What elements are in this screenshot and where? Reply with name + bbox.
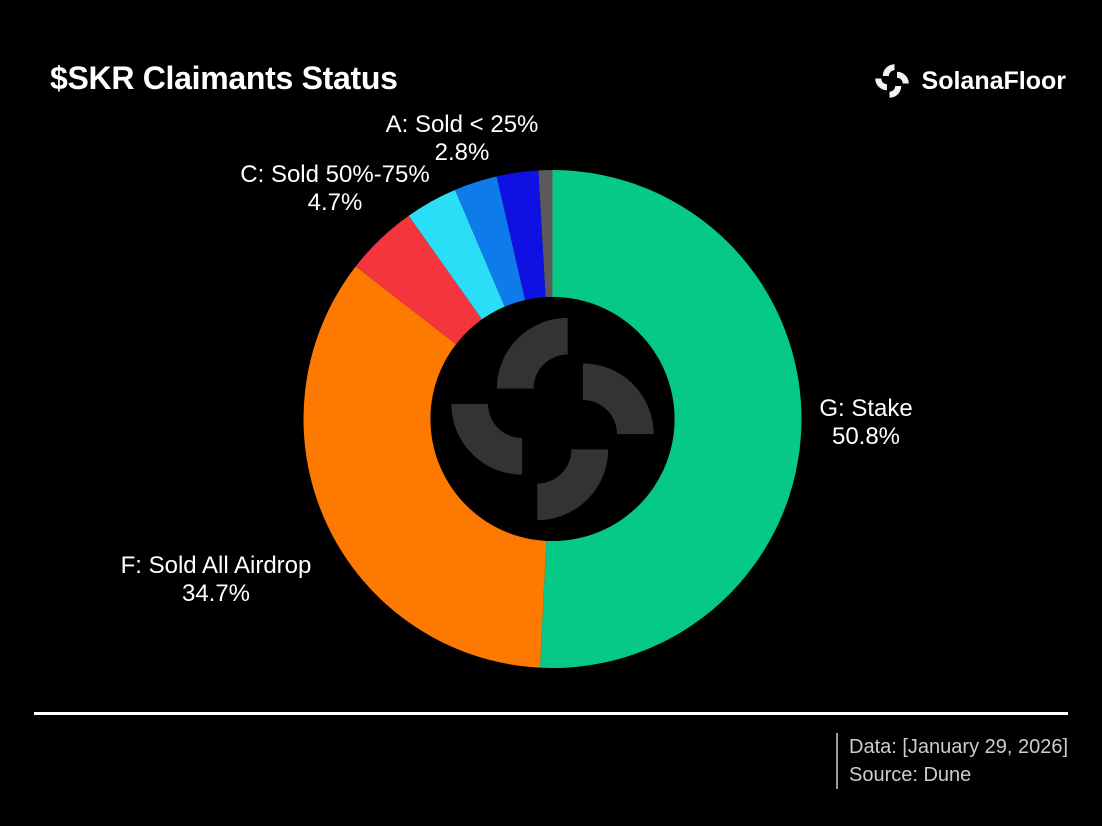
brand-name: SolanaFloor xyxy=(921,66,1066,95)
label-stake: G: Stake 50.8% xyxy=(726,395,1006,451)
donut-wedges xyxy=(303,170,802,669)
footer-data-line: Data: [January 29, 2026] xyxy=(849,736,1069,758)
pie-segment xyxy=(496,170,546,301)
footer-accent-bar xyxy=(836,733,838,789)
footer: Data: [January 29, 2026] Source: Dune xyxy=(836,733,1068,789)
brand-logo: SolanaFloor xyxy=(871,60,1066,102)
label-sold-lt-25-text: A: Sold < 25% xyxy=(385,111,539,138)
footer-divider xyxy=(34,712,1068,715)
label-stake-text: G: Stake xyxy=(819,395,913,422)
pie-segment xyxy=(538,170,553,298)
solanafloor-icon xyxy=(874,64,909,98)
pie-segment xyxy=(355,215,483,345)
label-stake-pct: 50.8% xyxy=(831,423,901,450)
footer-source-line: Source: Dune xyxy=(849,764,972,786)
label-sold-lt-25-pct: 2.8% xyxy=(434,139,490,166)
pie-segment xyxy=(303,266,547,668)
donut-hole xyxy=(430,297,675,541)
label-sold-50-75: C: Sold 50%-75% 4.7% xyxy=(195,161,475,217)
label-sold-all-airdrop-text: F: Sold All Airdrop xyxy=(120,552,312,579)
label-sold-50-75-pct: 4.7% xyxy=(307,189,363,216)
label-sold-50-75-text: C: Sold 50%-75% xyxy=(240,161,430,188)
label-sold-lt-25: A: Sold < 25% 2.8% xyxy=(322,111,602,167)
page-title: $SKR Claimants Status xyxy=(50,60,398,96)
label-sold-all-airdrop: F: Sold All Airdrop 34.7% xyxy=(76,552,356,608)
pie-segment xyxy=(539,170,802,669)
footer-text: Data: [January 29, 2026] Source: Dune xyxy=(849,733,1068,789)
pie-segment xyxy=(408,189,505,320)
pie-segment xyxy=(455,176,526,307)
label-sold-all-airdrop-pct: 34.7% xyxy=(181,580,251,607)
